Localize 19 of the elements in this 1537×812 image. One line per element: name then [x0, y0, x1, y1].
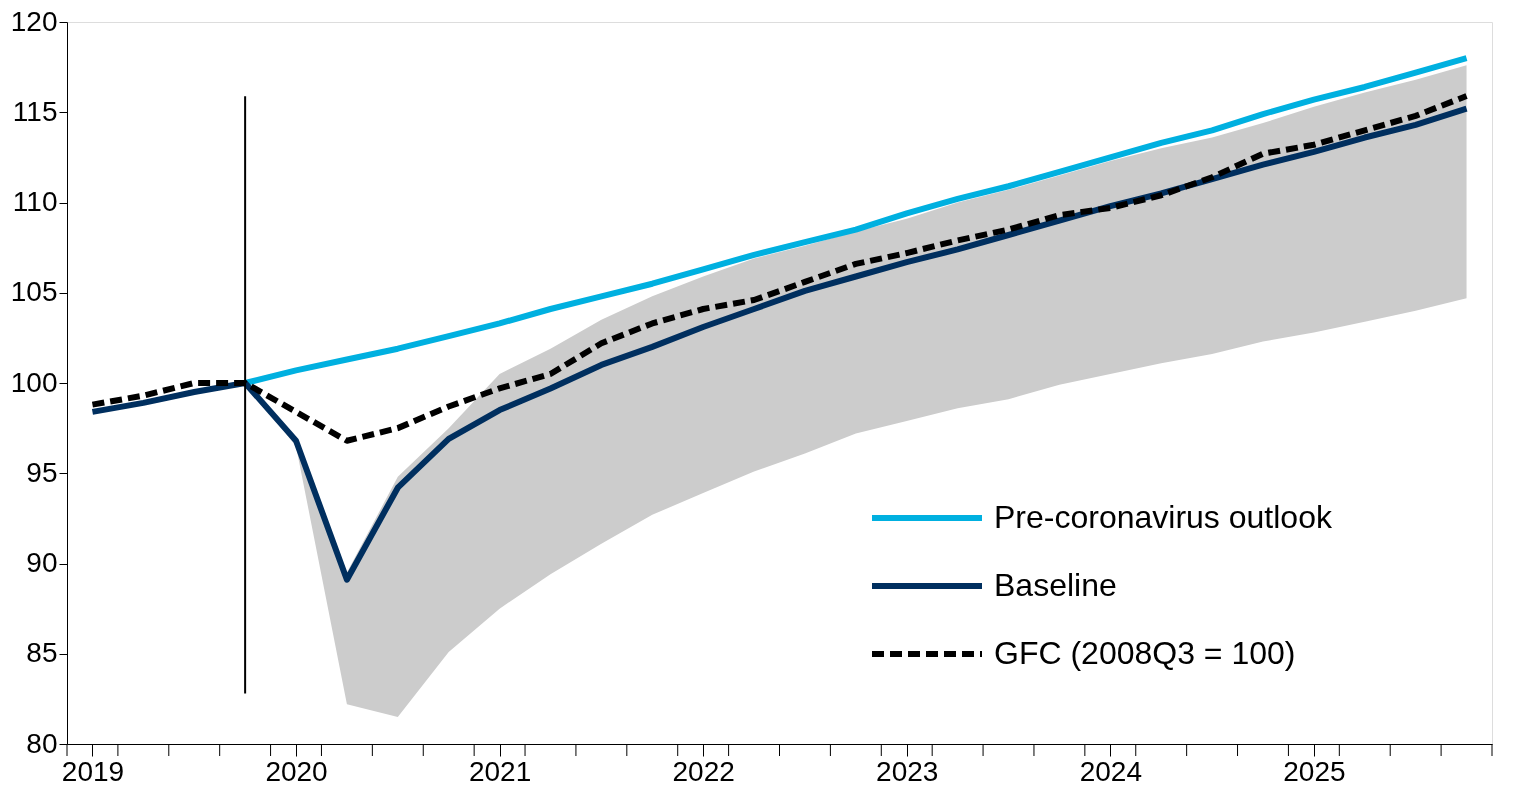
y-tick-label: 80 — [26, 727, 58, 759]
y-tick-label: 115 — [12, 95, 58, 127]
x-tick-label: 2020 — [265, 755, 328, 787]
legend-label: Baseline — [994, 567, 1117, 603]
x-tick-label: 2022 — [672, 755, 735, 787]
legend-label: GFC (2008Q3 = 100) — [994, 635, 1296, 671]
y-tick-label: 120 — [10, 5, 58, 37]
y-tick-label: 100 — [10, 366, 58, 398]
x-tick-label: 2019 — [61, 755, 125, 787]
x-tick-label: 2023 — [876, 755, 939, 787]
x-tick-label: 2021 — [468, 755, 532, 787]
y-tick-label: 95 — [26, 456, 58, 488]
y-tick-label: 105 — [10, 276, 58, 308]
y-tick-label: 85 — [26, 637, 58, 669]
x-tick-label: 2024 — [1079, 755, 1142, 787]
y-tick-label: 90 — [26, 547, 58, 578]
legend-label: Pre-coronavirus outlook — [994, 499, 1333, 535]
x-tick-label: 2025 — [1283, 755, 1346, 787]
y-tick-label: 110 — [12, 186, 58, 217]
